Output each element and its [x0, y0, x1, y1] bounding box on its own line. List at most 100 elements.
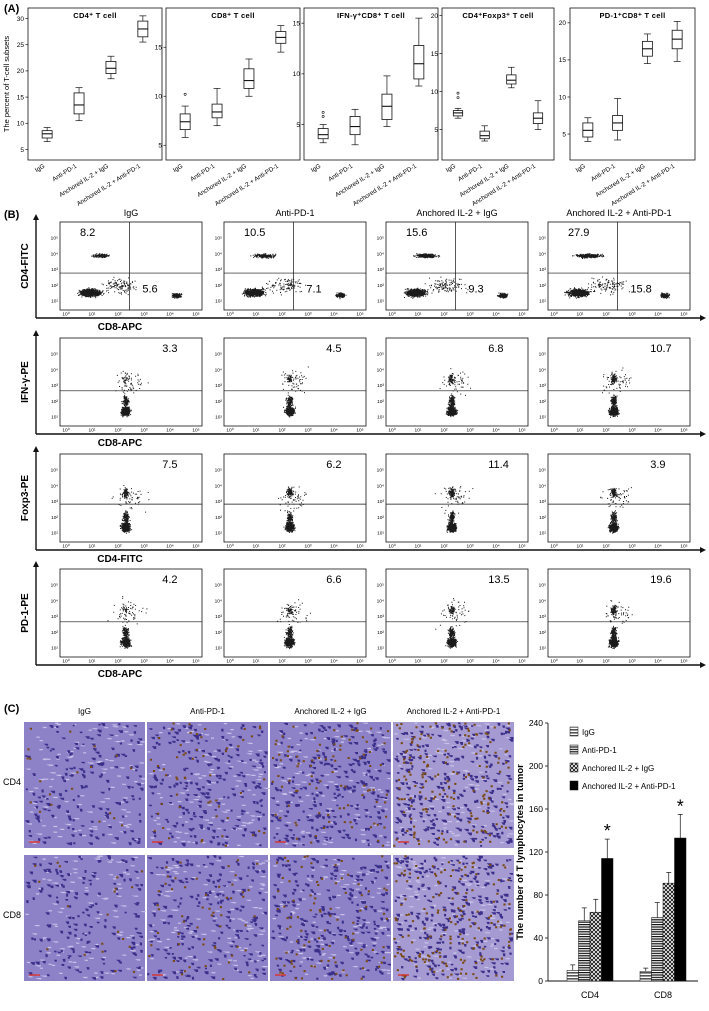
ihc-image-1-0	[24, 855, 147, 981]
flow-y-tick-label: 10⁴	[539, 367, 546, 373]
flow-y-tick-label: 10⁴	[215, 483, 222, 489]
flow-x-tick-label: 10³	[629, 659, 636, 665]
flow-x-tick-label: 10³	[141, 659, 148, 665]
flow-x-tick-label: 10⁰	[388, 428, 395, 434]
y-tick-label: 30	[17, 16, 25, 23]
flow-x-tick-label: 10³	[629, 544, 636, 550]
y-tick-label: 10	[155, 94, 163, 101]
ihc-image-background	[24, 722, 145, 848]
flow-x-tick-label: 10⁵	[192, 659, 199, 665]
legend-label: Anti-PD-1	[582, 746, 617, 755]
flow-y-tick-label: 10³	[51, 267, 58, 273]
x-tick-label: IgG	[172, 163, 184, 174]
flow-x-label: CD4-FITC	[97, 554, 143, 565]
flow-y-tick-label: 10⁵	[539, 583, 546, 589]
flow-y-tick-label: 10²	[377, 515, 384, 521]
flow-y-axis-arrow	[33, 214, 39, 220]
ihc-row-label: CD4	[3, 777, 21, 787]
flow-y-tick-label: 10²	[539, 630, 546, 636]
flow-y-axis-arrow	[33, 561, 39, 567]
flow-y-tick-label: 10²	[215, 515, 222, 521]
flow-x-axis-arrow	[700, 547, 706, 553]
ihc-column-title: Anchored IL-2 + Anti-PD-1	[407, 707, 501, 716]
flow-x-tick-label: 10⁰	[388, 312, 395, 318]
ihc-nuclei-texture	[147, 724, 268, 847]
bar-y-tick-label: 200	[529, 761, 543, 771]
bar-y-tick-label: 40	[534, 933, 544, 943]
flow-x-tick-label: 10¹	[577, 659, 584, 665]
ihc-image-background	[270, 722, 391, 848]
boxplot-A3: IFN-γ⁺CD8⁺ T cell 5 10 15 IgG Anti-PD-1Anchor…	[293, 7, 439, 208]
flow-plot-frame	[547, 568, 691, 658]
flow-x-tick-label: 10¹	[253, 428, 260, 434]
box-iqr	[349, 116, 361, 136]
flow-x-tick-label: 10¹	[253, 312, 260, 318]
flow-value-upper-left: 8.2	[80, 227, 95, 239]
flow-y-tick-label: 10²	[51, 630, 58, 636]
flow-y-tick-label: 10⁴	[539, 251, 546, 257]
flow-x-tick-label: 10³	[629, 428, 636, 434]
x-tick-label: IgG	[575, 163, 587, 174]
flow-x-tick-label: 10¹	[253, 544, 260, 550]
box-iqr	[105, 61, 117, 74]
y-tick-label: 15	[431, 51, 439, 58]
ihc-column-title: IgG	[78, 707, 91, 716]
ihc-image-0-1	[147, 722, 270, 848]
flow-x-tick-label: 10³	[141, 312, 148, 318]
ihc-image-0-3	[393, 722, 515, 848]
flow-y-tick-label: 10⁴	[539, 483, 546, 489]
flow-plot-0-3: Anchored IL-2 + Anti-PD-1 10¹ 10² 10³ 10⁴ 10⁵…	[539, 208, 691, 318]
flow-y-tick-label: 10²	[539, 515, 546, 521]
flow-x-tick-label: 10³	[467, 312, 474, 318]
flow-x-tick-label: 10²	[603, 544, 610, 550]
bar-0-0	[566, 970, 579, 982]
flow-x-tick-label: 10³	[467, 544, 474, 550]
flow-event-dots	[439, 368, 471, 418]
flow-x-tick-label: 10⁵	[680, 428, 687, 434]
x-tick-label: Anti-PD-1	[327, 162, 354, 183]
flow-y-tick-label: 10⁵	[377, 352, 384, 358]
flow-y-tick-label: 10²	[51, 283, 58, 289]
box-0: IgG	[34, 127, 53, 174]
flow-x-label: CD8-APC	[98, 669, 142, 680]
flow-y-tick-label: 10²	[51, 399, 58, 405]
flow-x-tick-label: 10²	[441, 659, 448, 665]
panel-label-c: (C)	[4, 703, 20, 715]
flow-y-tick-label: 10⁴	[539, 598, 546, 604]
y-tick-label: 15	[559, 57, 567, 64]
flow-x-tick-label: 10⁴	[166, 428, 173, 434]
flow-y-tick-label: 10³	[377, 499, 384, 505]
significance-star: *	[677, 796, 684, 816]
flow-y-tick-label: 10³	[539, 267, 546, 273]
bar-y-tick-label: 240	[529, 718, 543, 728]
flow-y-tick-label: 10¹	[539, 531, 546, 537]
box-iqr	[506, 74, 517, 85]
y-tick-label: 5	[296, 122, 300, 129]
flow-plot-0-0: IgG 10¹ 10² 10³ 10⁴ 10⁵ 10⁰ 10¹ 10² 10³ 10⁴ 10⁵ 8.2 5…	[51, 208, 203, 318]
flow-x-tick-label: 10¹	[89, 659, 96, 665]
flow-plot-3-2: 10¹ 10² 10³ 10⁴ 10⁵ 10⁰ 10¹ 10² 10³ 10⁴ 10⁵ 13.5	[377, 568, 529, 665]
flow-y-tick-label: 10³	[539, 383, 546, 389]
flow-plot-3-3: 10¹ 10² 10³ 10⁴ 10⁵ 10⁰ 10¹ 10² 10³ 10⁴ 10⁵ 19.6	[539, 568, 691, 665]
flow-y-tick-label: 10⁴	[377, 367, 384, 373]
flow-x-tick-label: 10³	[467, 659, 474, 665]
flow-x-tick-label: 10³	[305, 659, 312, 665]
flow-x-tick-label: 10³	[305, 544, 312, 550]
flow-y-tick-label: 10³	[51, 383, 58, 389]
flow-plot-2-2: 10¹ 10² 10³ 10⁴ 10⁵ 10⁰ 10¹ 10² 10³ 10⁴ 10⁵ 11.4	[377, 453, 529, 550]
flow-x-tick-label: 10²	[279, 659, 286, 665]
flow-x-tick-label: 10⁵	[518, 544, 525, 550]
bar-y-tick-label: 80	[534, 890, 544, 900]
box-iqr	[317, 128, 329, 140]
flow-y-tick-label: 10²	[539, 399, 546, 405]
ihc-column-title: Anti-PD-1	[190, 707, 225, 716]
flow-value-lower-right: 15.8	[630, 283, 651, 295]
flow-plot-3-1: 10¹ 10² 10³ 10⁴ 10⁵ 10⁰ 10¹ 10² 10³ 10⁴ 10⁵ 6.6	[215, 568, 367, 665]
bar-x-tick-label: CD8	[654, 990, 672, 1000]
bar-0-3	[601, 858, 614, 982]
flow-x-tick-label: 10²	[603, 312, 610, 318]
flow-y-label: PD-1-PE	[20, 593, 31, 633]
flow-y-tick-label: 10¹	[539, 646, 546, 652]
flow-y-tick-label: 10⁵	[215, 236, 222, 242]
